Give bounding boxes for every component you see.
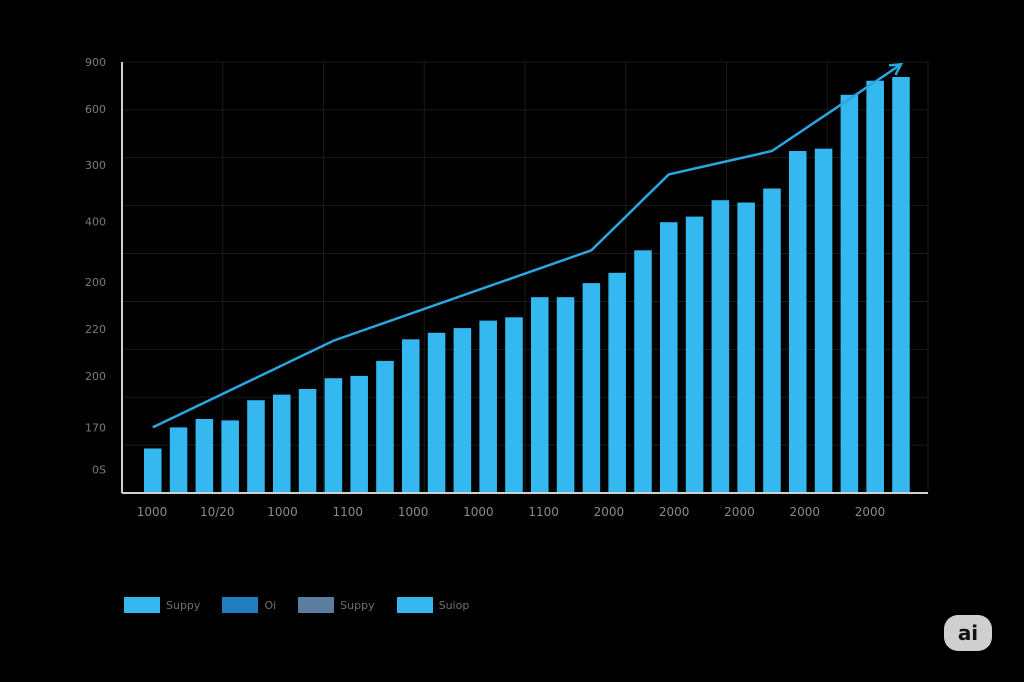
y-tick-labels: 0S 170 200 220 200 400 300 600 900 bbox=[85, 56, 106, 477]
bar bbox=[608, 272, 626, 493]
y-tick-label: 200 bbox=[85, 276, 106, 289]
bar bbox=[814, 148, 833, 494]
bar bbox=[247, 400, 265, 493]
x-tick-label: 1000 bbox=[463, 505, 494, 519]
x-tick-label: 1000 bbox=[137, 505, 168, 519]
legend-label: Suppy bbox=[340, 598, 375, 612]
x-tick-label: 1100 bbox=[528, 505, 559, 519]
legend-swatch bbox=[298, 597, 335, 613]
bar bbox=[350, 375, 368, 493]
bar bbox=[531, 297, 549, 493]
bar bbox=[453, 328, 472, 493]
legend: Suppy Oi Suppy Suiop bbox=[124, 597, 491, 613]
ai-badge[interactable]: ai bbox=[944, 615, 992, 651]
x-tick-label: 10/20 bbox=[200, 505, 235, 519]
y-tick-label: 170 bbox=[85, 421, 106, 434]
bar bbox=[634, 250, 652, 493]
bar-series bbox=[144, 76, 910, 494]
bar bbox=[840, 94, 859, 493]
bar bbox=[479, 320, 497, 493]
bar bbox=[298, 388, 317, 493]
axes bbox=[121, 62, 928, 494]
y-tick-label: 300 bbox=[85, 159, 106, 172]
bar bbox=[711, 200, 730, 493]
bar bbox=[221, 420, 239, 493]
bar bbox=[427, 332, 446, 493]
x-tick-label: 2000 bbox=[855, 505, 886, 519]
y-tick-label: 0S bbox=[92, 464, 106, 477]
legend-item: Oi bbox=[222, 597, 276, 613]
bar bbox=[763, 188, 781, 493]
bar bbox=[505, 317, 523, 493]
trend-line bbox=[152, 63, 902, 429]
bar bbox=[169, 427, 188, 493]
bar bbox=[324, 378, 343, 493]
bar bbox=[789, 151, 807, 493]
y-tick-label: 900 bbox=[85, 56, 106, 69]
y-tick-label: 220 bbox=[85, 323, 106, 336]
bar bbox=[556, 297, 575, 493]
x-tick-label: 1100 bbox=[333, 505, 364, 519]
x-tick-label: 2000 bbox=[594, 505, 625, 519]
x-tick-label: 2000 bbox=[789, 505, 820, 519]
y-tick-label: 600 bbox=[85, 103, 106, 116]
legend-item: Suppy bbox=[124, 597, 200, 613]
legend-swatch bbox=[222, 597, 259, 613]
bar bbox=[866, 80, 884, 493]
legend-label: Suppy bbox=[166, 598, 201, 612]
x-tick-labels: 1000 10/20 1000 1100 1000 1000 1100 2000 2000 200… bbox=[137, 505, 886, 519]
x-tick-label: 1000 bbox=[267, 505, 298, 519]
legend-swatch bbox=[396, 597, 433, 613]
x-tick-label: 1000 bbox=[398, 505, 429, 519]
bar bbox=[144, 448, 162, 493]
bar bbox=[582, 283, 601, 493]
y-tick-label: 400 bbox=[85, 215, 106, 228]
legend-swatch bbox=[124, 597, 160, 613]
bar bbox=[402, 339, 420, 493]
legend-item: Suppy bbox=[298, 597, 375, 613]
y-tick-label: 200 bbox=[85, 370, 106, 383]
bar bbox=[376, 360, 394, 493]
bar bbox=[685, 216, 704, 493]
legend-label: Oi bbox=[264, 598, 277, 612]
bar bbox=[273, 394, 291, 493]
x-tick-label: 2000 bbox=[724, 505, 755, 519]
x-tick-label: 2000 bbox=[659, 505, 690, 519]
legend-label: Suiop bbox=[438, 598, 470, 612]
bar bbox=[195, 418, 214, 493]
legend-item: Suiop bbox=[396, 597, 470, 613]
trend-arrowhead bbox=[888, 62, 904, 76]
trend-line-group bbox=[152, 62, 904, 429]
bar bbox=[892, 76, 910, 493]
bar bbox=[737, 202, 755, 494]
bar bbox=[660, 222, 678, 494]
